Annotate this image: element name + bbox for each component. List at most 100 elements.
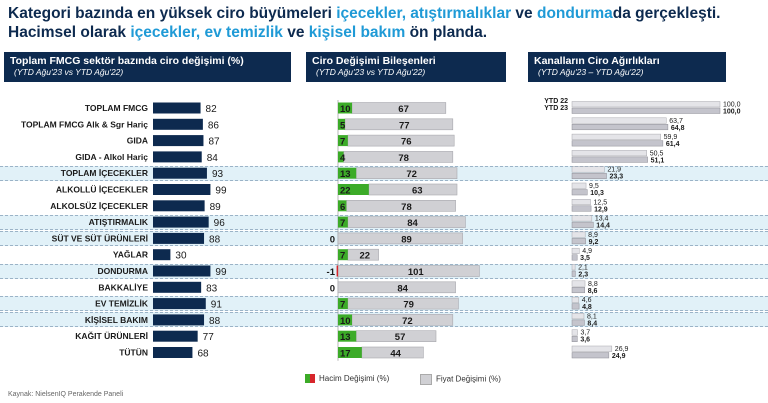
channel-weight-bar-ytd22 (571, 133, 661, 140)
revenue-change-value: 82 (206, 104, 218, 115)
revenue-change-bar (153, 167, 207, 179)
row-label: KİŞİSEL BAKIM (85, 315, 148, 325)
title-text-1: Kategori bazında en yüksek ciro büyümele… (8, 5, 337, 22)
channel-weight-bar-ytd22 (571, 264, 576, 271)
price-change-value: 77 (399, 120, 410, 131)
row-label: TOPLAM FMCG Alk & Sgr Hariç (21, 119, 148, 129)
volume-change-bar (338, 330, 357, 342)
volume-change-bar (338, 314, 352, 326)
channel-weight-value-ytd23: 24,9 (612, 353, 626, 360)
channel-weight-bar-ytd23 (571, 319, 585, 326)
channel-weight-bar-ytd23 (571, 156, 648, 163)
channel-weight-bar-ytd22 (571, 166, 605, 173)
channel-weight-value-ytd22: 8,1 (587, 313, 597, 320)
revenue-change-value: 88 (209, 234, 221, 245)
channel-weight-value-ytd23: 4,8 (582, 304, 592, 311)
price-change-value: 22 (359, 251, 370, 262)
price-change-value: 63 (412, 186, 423, 197)
volume-change-value: 7 (340, 218, 345, 229)
title-text-4: ve (282, 24, 309, 41)
title-text-3: da gerçekleşti. Hacimsel olarak (8, 5, 721, 41)
panel-header-revenue-change: Toplam FMCG sektör bazında ciro değişimi… (4, 52, 291, 82)
channel-weight-bar-ytd22 (571, 199, 591, 206)
price-change-value: 78 (398, 153, 409, 164)
channel-weight-value-ytd22: 8,8 (588, 281, 598, 288)
revenue-change-value: 99 (215, 186, 227, 197)
channel-weight-bar-ytd23 (571, 335, 578, 342)
channel-weight-bar-ytd23 (571, 238, 586, 245)
panel-header-channels: Kanalların Ciro Ağırlıkları (YTD Ağu'23 … (528, 52, 726, 82)
channel-weight-bar-ytd23 (571, 205, 592, 212)
volume-change-value: 0 (330, 283, 335, 294)
volume-change-bar (336, 265, 339, 277)
channel-weight-bar-ytd22 (571, 117, 667, 124)
slide-title: Kategori bazında en yüksek ciro büyümele… (8, 4, 758, 42)
title-highlight-3: içecekler, ev temizlik (130, 24, 283, 41)
channel-weight-value-ytd23: 3,6 (580, 337, 590, 344)
revenue-change-value: 88 (209, 316, 221, 327)
legend-volume-label: Hacim Değişimi (%) (319, 374, 390, 383)
volume-change-value: 13 (340, 169, 351, 180)
revenue-change-value: 77 (203, 332, 215, 343)
revenue-change-bar (153, 118, 203, 130)
channel-weight-value-ytd22: 100,0 (723, 102, 741, 109)
panel-title-channels: Kanalların Ciro Ağırlıkları (534, 55, 660, 67)
price-change-value: 57 (395, 332, 406, 343)
channel-weight-value-ytd23: 61,4 (666, 141, 680, 148)
volume-change-bar (338, 298, 348, 310)
volume-change-value: 7 (340, 300, 345, 311)
legend-price: Fiyat Değişimi (%) (420, 374, 501, 385)
row-label: DONDURMA (97, 266, 148, 276)
legend-volume: Hacim Değişimi (%) (305, 374, 390, 384)
price-change-value: 84 (397, 283, 408, 294)
row-label: TOPLAM FMCG (85, 103, 149, 113)
channel-weight-value-ytd23: 64,8 (671, 125, 685, 132)
price-change-value: 44 (390, 349, 401, 360)
revenue-change-value: 84 (207, 153, 219, 164)
channel-weight-value-ytd23: 14,4 (596, 223, 610, 230)
row-label: SÜT VE SÜT ÜRÜNLERİ (52, 233, 148, 243)
panel-title-components: Ciro Değişimi Bileşenleri (312, 55, 436, 67)
title-text-2: ve (511, 5, 537, 22)
panel-header-components: Ciro Değişimi Bileşenleri (YTD Ağu'23 vs… (306, 52, 506, 82)
channel-weight-value-ytd23: 2,3 (578, 272, 588, 279)
volume-change-value: 6 (340, 202, 345, 213)
row-label: GIDA (127, 136, 148, 146)
volume-change-bar (338, 167, 357, 179)
channel-weight-bar-ytd22 (571, 215, 593, 222)
revenue-change-value: 86 (208, 120, 220, 131)
channel-weight-bar-ytd22 (571, 345, 613, 352)
channel-weight-value-ytd22: 8,9 (588, 232, 598, 239)
channel-weight-value-ytd23: 12,9 (594, 206, 608, 213)
channel-weight-value-ytd23: 51,1 (651, 157, 665, 164)
volume-change-bar (338, 200, 347, 212)
volume-change-value: 7 (340, 137, 345, 148)
channel-weight-value-ytd22: 4,6 (582, 297, 592, 304)
revenue-change-bar (153, 265, 211, 277)
row-label: ALKOLLÜ İÇECEKLER (56, 185, 148, 195)
row-label: ALKOLSÜZ İÇECEKLER (50, 201, 148, 211)
row-label: YAĞLAR (113, 249, 148, 260)
row-label: BAKKALİYE (98, 282, 148, 292)
row-label: EV TEMİZLİK (95, 299, 149, 309)
row-label: GIDA - Alkol Hariç (75, 152, 148, 162)
channel-weight-value-ytd22: 4,9 (582, 248, 592, 255)
volume-change-value: 13 (340, 332, 351, 343)
volume-change-bar (338, 118, 345, 130)
volume-change-value: 5 (340, 120, 346, 131)
volume-change-value: 22 (340, 186, 351, 197)
volume-change-bar (338, 249, 348, 261)
panel-subtitle-channels: (YTD Ağu'23 – YTD Ağu'22) (538, 67, 644, 77)
channel-weight-bar-ytd23 (571, 303, 580, 310)
series-label-ytd23: YTD 23 (544, 105, 568, 112)
row-label: ATIŞTIRMALIK (89, 217, 149, 227)
channel-weight-value-ytd22: 21,9 (607, 167, 621, 174)
channel-weight-bar-ytd22 (571, 313, 585, 320)
revenue-change-value: 93 (212, 169, 224, 180)
channel-weight-value-ytd23: 8,6 (588, 288, 598, 295)
channel-weight-bar-ytd23 (571, 189, 588, 196)
channel-weight-value-ytd23: 10,3 (590, 190, 604, 197)
revenue-change-bar (153, 135, 204, 147)
legend-swatch-red (310, 374, 315, 384)
